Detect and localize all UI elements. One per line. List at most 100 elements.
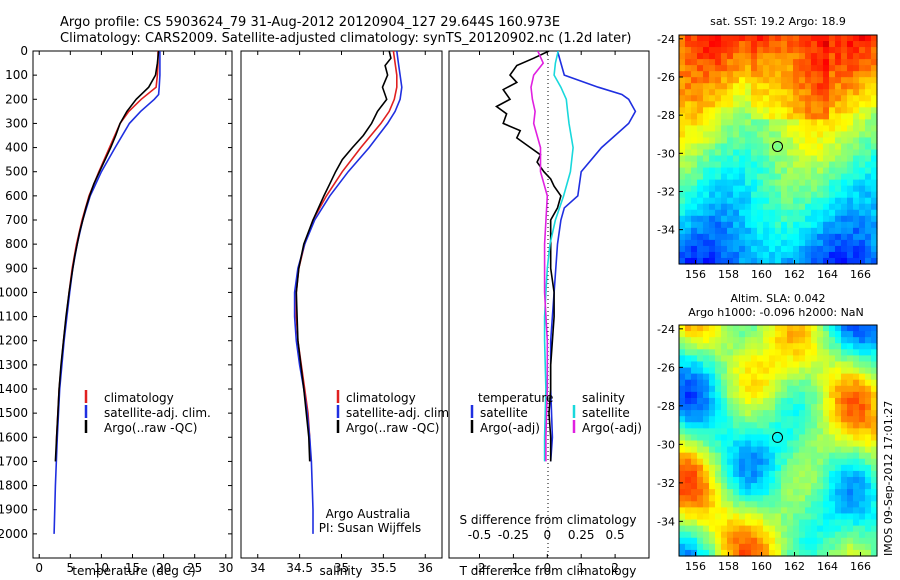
map-cell	[805, 167, 812, 175]
map-cell	[715, 59, 722, 66]
map-cell	[811, 543, 818, 551]
map-cell	[679, 476, 686, 484]
map-cell	[739, 197, 746, 205]
map-cell	[829, 367, 836, 375]
map-cell	[763, 131, 770, 139]
map-cell	[865, 337, 872, 344]
map-cell	[691, 245, 698, 253]
map-cell	[691, 209, 698, 217]
map-cell	[781, 501, 788, 508]
map-cell	[817, 549, 824, 557]
map-cell	[811, 83, 818, 90]
map-cell	[853, 107, 860, 114]
map-cell	[721, 397, 728, 405]
map-cell	[769, 35, 776, 42]
map-cell	[811, 367, 818, 375]
map-y-tick-label: -34	[657, 224, 675, 237]
map-cell	[799, 501, 806, 508]
map-cell	[769, 47, 776, 54]
map-cell	[793, 495, 800, 502]
map-cell	[733, 537, 740, 545]
map-cell	[763, 41, 770, 48]
map-cell	[679, 489, 686, 496]
map-cell	[805, 446, 812, 454]
map-cell	[721, 227, 728, 235]
map-cell	[691, 113, 698, 120]
map-cell	[847, 59, 854, 66]
map-cell	[685, 513, 692, 521]
map-cell	[763, 203, 770, 211]
map-cell	[781, 404, 788, 411]
map-cell	[703, 331, 710, 338]
map-cell	[847, 483, 854, 490]
map-cell	[841, 215, 848, 223]
map-cell	[769, 452, 776, 460]
map-cell	[859, 373, 866, 381]
map-cell	[733, 476, 740, 484]
map-cell	[685, 125, 692, 133]
map-cell	[685, 343, 692, 350]
map-cell	[721, 373, 728, 381]
map-cell	[823, 113, 830, 120]
map-cell	[841, 47, 848, 54]
map-cell	[865, 391, 872, 399]
map-cell	[679, 410, 686, 417]
map-cell	[799, 458, 806, 466]
map-cell	[793, 155, 800, 163]
map-cell	[739, 89, 746, 96]
map-cell	[817, 137, 824, 145]
map-cell	[781, 434, 788, 442]
map-cell	[787, 83, 794, 90]
map-cell	[769, 355, 776, 363]
map-cell	[865, 531, 872, 539]
map-cell	[865, 137, 872, 145]
map-cell	[859, 191, 866, 199]
map-cell	[775, 257, 782, 265]
map-cell	[769, 161, 776, 169]
map-cell	[859, 422, 866, 429]
map-cell	[703, 59, 710, 66]
map-cell	[847, 233, 854, 241]
map-cell	[721, 391, 728, 399]
map-cell	[865, 476, 872, 484]
map-cell	[787, 495, 794, 502]
map-cell	[757, 452, 764, 460]
map-cell	[739, 531, 746, 539]
map-cell	[763, 501, 770, 508]
map-cell	[709, 373, 716, 381]
map-cell	[853, 410, 860, 417]
map-cell	[817, 155, 824, 163]
map-cell	[679, 422, 686, 429]
map-cell	[733, 337, 740, 344]
map-cell	[763, 483, 770, 490]
map-cell	[715, 89, 722, 96]
map-cell	[847, 373, 854, 381]
map-cell	[703, 440, 710, 448]
map-cell	[871, 227, 878, 235]
map-cell	[745, 89, 752, 96]
map-cell	[829, 167, 836, 175]
map-cell	[859, 149, 866, 157]
map-cell	[823, 349, 830, 356]
map-cell	[757, 483, 764, 490]
map-cell	[841, 143, 848, 151]
map-cell	[871, 209, 878, 217]
map-cell	[781, 137, 788, 145]
map-cell	[805, 495, 812, 502]
map-cell	[685, 452, 692, 460]
map-cell	[739, 137, 746, 145]
map-cell	[757, 125, 764, 133]
map-cell	[721, 113, 728, 120]
map-cell	[751, 373, 758, 381]
map-cell	[787, 428, 794, 436]
map-cell	[679, 221, 686, 229]
map-cell	[751, 513, 758, 521]
map-cell	[739, 143, 746, 151]
map-cell	[703, 519, 710, 527]
map-cell	[847, 416, 854, 423]
legend-label-s-argo: Argo(-adj)	[582, 421, 642, 435]
map-cell	[829, 410, 836, 417]
map-cell	[823, 446, 830, 454]
map-cell	[763, 179, 770, 187]
map-cell	[679, 452, 686, 460]
